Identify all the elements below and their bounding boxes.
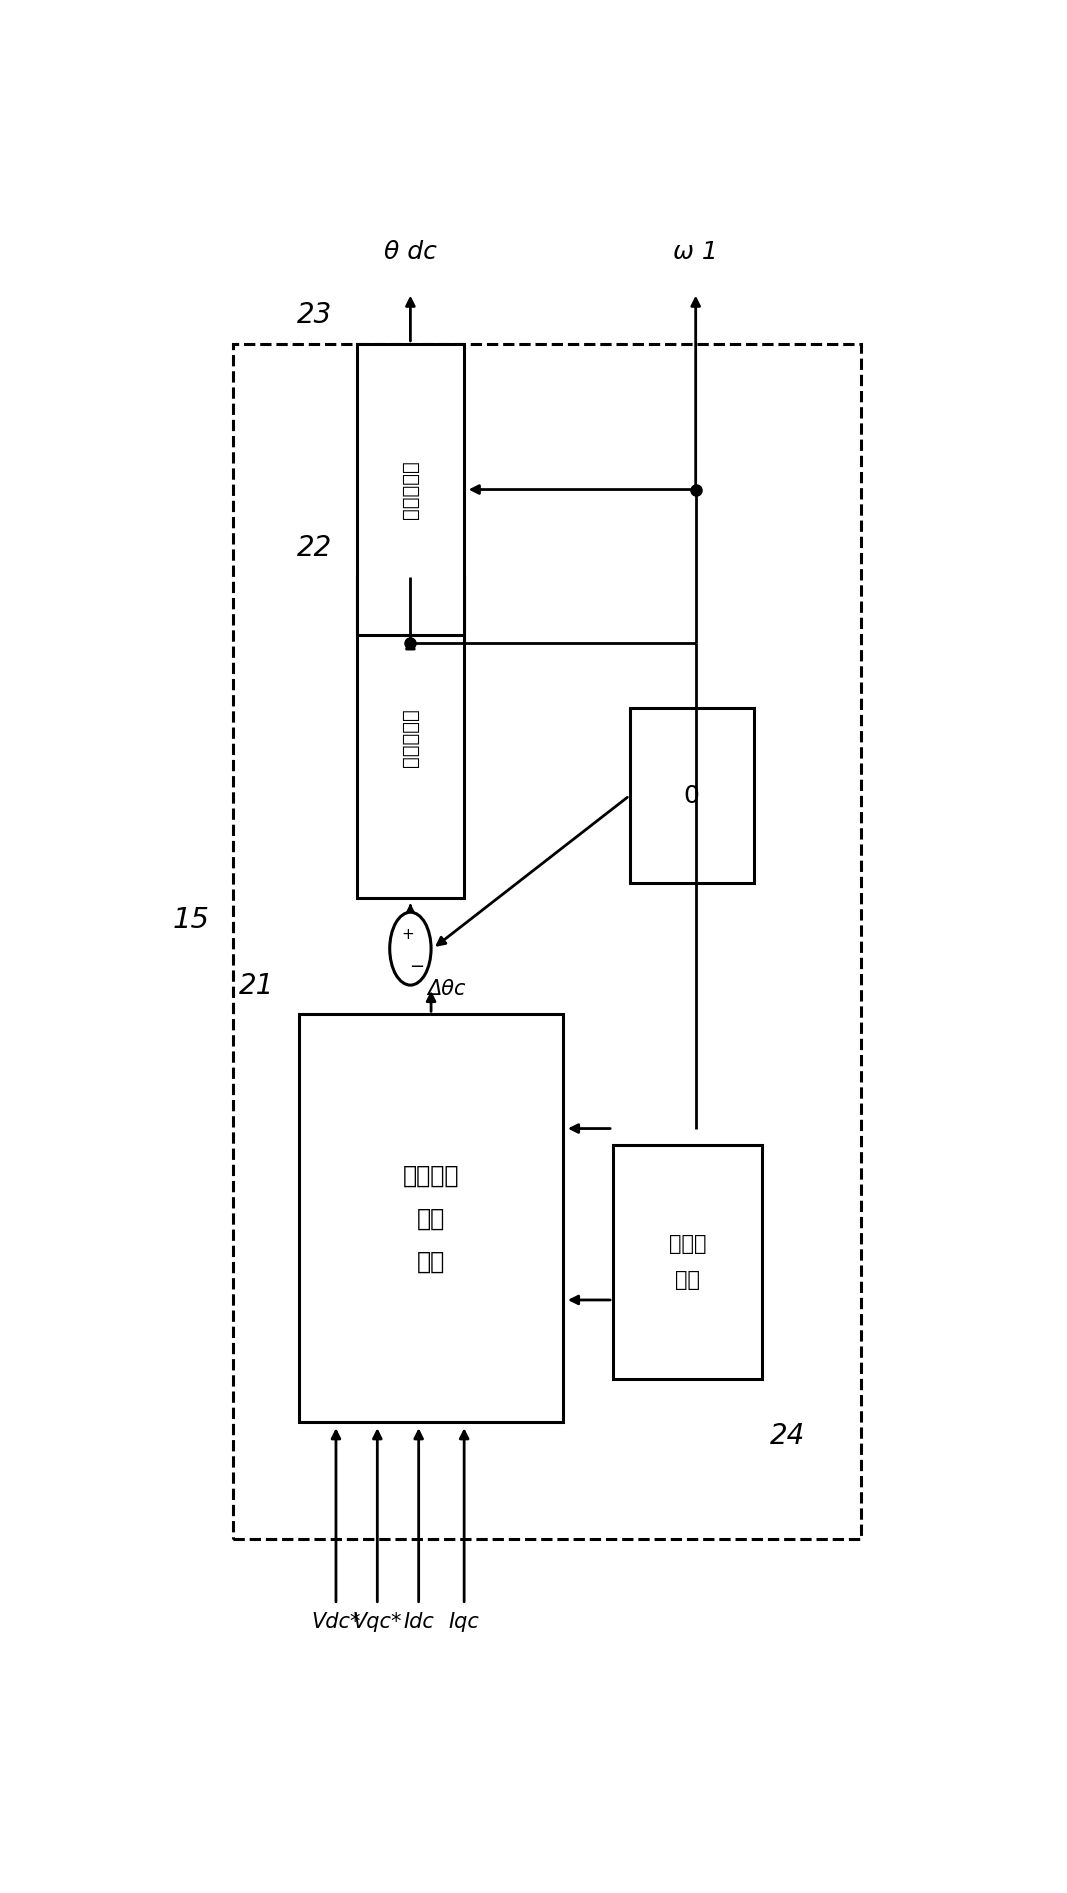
Bar <box>356 577 464 897</box>
Text: 相位误差
运算
模型: 相位误差 运算 模型 <box>403 1164 459 1274</box>
Text: Vdc*: Vdc* <box>312 1613 361 1632</box>
Text: 21: 21 <box>239 971 274 1000</box>
Text: 15: 15 <box>173 905 210 933</box>
Text: +: + <box>401 926 414 941</box>
Text: 电动机
参数: 电动机 参数 <box>669 1234 706 1289</box>
Text: 24: 24 <box>770 1422 806 1450</box>
Bar <box>630 708 753 882</box>
Text: Δθc: Δθc <box>427 979 465 1000</box>
Text: 23: 23 <box>297 301 332 329</box>
Text: 22: 22 <box>297 534 332 562</box>
Circle shape <box>389 912 431 984</box>
Text: ω 1: ω 1 <box>673 240 718 263</box>
Text: 速度推定器: 速度推定器 <box>401 708 420 767</box>
Text: θ dc: θ dc <box>384 240 436 263</box>
Bar <box>299 1015 563 1422</box>
Text: 相位运算器: 相位运算器 <box>401 460 420 519</box>
Text: Idc: Idc <box>403 1613 434 1632</box>
Text: 0: 0 <box>684 784 700 808</box>
Text: Vqc*: Vqc* <box>352 1613 402 1632</box>
Text: Iqc: Iqc <box>449 1613 479 1632</box>
Text: −: − <box>409 958 425 977</box>
Bar <box>233 345 861 1539</box>
Bar <box>356 345 464 636</box>
Bar <box>614 1145 762 1378</box>
